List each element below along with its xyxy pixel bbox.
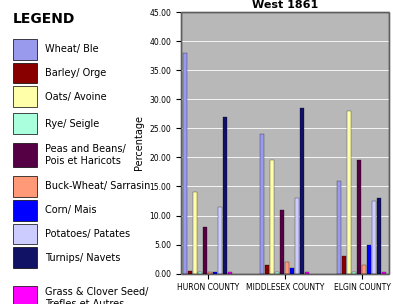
Title: Bushels of Crops Produced, Canada
West 1861: Bushels of Crops Produced, Canada West 1… xyxy=(174,0,393,10)
Bar xyxy=(13,39,37,60)
Bar xyxy=(13,86,37,107)
Text: Barley/ Orge: Barley/ Orge xyxy=(46,68,107,78)
Bar xyxy=(372,201,376,274)
Text: Buck-Wheat/ Sarrasin: Buck-Wheat/ Sarrasin xyxy=(46,181,151,191)
Text: Oats/ Avoine: Oats/ Avoine xyxy=(46,92,107,102)
Bar xyxy=(228,272,232,274)
Bar xyxy=(367,244,371,274)
Bar xyxy=(13,286,37,304)
Text: Turnips/ Navets: Turnips/ Navets xyxy=(46,253,121,263)
Bar xyxy=(13,223,37,244)
Text: Potatoes/ Patates: Potatoes/ Patates xyxy=(46,229,130,239)
Text: Wheat/ Ble: Wheat/ Ble xyxy=(46,44,99,54)
Bar xyxy=(198,272,202,274)
Bar xyxy=(181,12,389,274)
Bar xyxy=(13,200,37,220)
Bar xyxy=(260,134,264,274)
Bar xyxy=(203,227,207,274)
Bar xyxy=(362,265,366,274)
Text: LEGEND: LEGEND xyxy=(13,12,75,26)
Bar xyxy=(213,272,217,274)
Bar xyxy=(188,271,192,274)
Bar xyxy=(208,272,212,274)
Bar xyxy=(295,198,299,274)
Text: Peas and Beans/
Pois et Haricots: Peas and Beans/ Pois et Haricots xyxy=(46,144,126,166)
Bar xyxy=(13,143,37,167)
Bar xyxy=(13,176,37,197)
Bar xyxy=(347,111,351,274)
Bar xyxy=(382,272,386,274)
Text: Corn/ Mais: Corn/ Mais xyxy=(46,205,97,215)
Bar xyxy=(305,272,309,274)
Bar xyxy=(183,53,187,274)
Bar xyxy=(357,160,361,274)
Bar xyxy=(300,108,304,274)
Bar xyxy=(223,117,227,274)
Bar xyxy=(352,272,356,274)
Y-axis label: Percentage: Percentage xyxy=(134,116,143,170)
Bar xyxy=(290,268,294,274)
Bar xyxy=(13,113,37,134)
Bar xyxy=(280,210,284,274)
Bar xyxy=(13,63,37,84)
Bar xyxy=(265,265,269,274)
Bar xyxy=(337,181,341,274)
Bar xyxy=(13,247,37,268)
Bar xyxy=(270,160,274,274)
Text: Grass & Clover Seed/
Trefles et Autres
Graines: Grass & Clover Seed/ Trefles et Autres G… xyxy=(46,287,149,304)
Bar xyxy=(285,262,289,274)
Bar xyxy=(275,272,279,274)
Bar xyxy=(342,256,346,274)
Bar xyxy=(218,207,222,274)
Bar xyxy=(193,192,197,274)
Bar xyxy=(377,198,381,274)
Text: Rye/ Seigle: Rye/ Seigle xyxy=(46,119,100,129)
